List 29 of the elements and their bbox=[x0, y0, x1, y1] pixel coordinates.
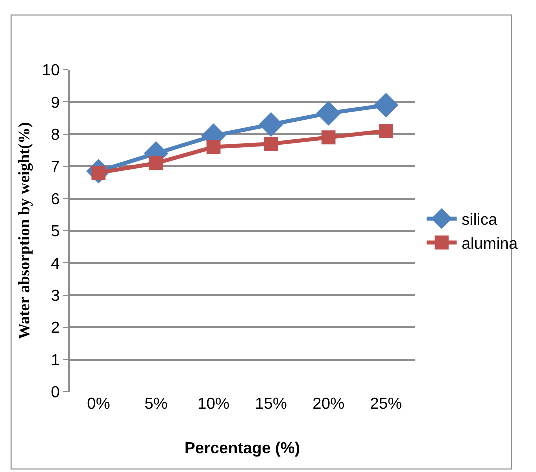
point bbox=[316, 101, 342, 126]
y-tick-label: 4 bbox=[51, 256, 60, 273]
legend-label: alumina bbox=[462, 236, 518, 253]
point bbox=[258, 112, 284, 138]
y-tick-label: 2 bbox=[51, 320, 60, 338]
y-tick-label: 5 bbox=[51, 224, 60, 241]
point bbox=[149, 156, 164, 170]
point bbox=[206, 140, 221, 154]
y-tick-label: 8 bbox=[51, 127, 60, 144]
x-tick-label: 15% bbox=[255, 396, 288, 413]
y-tick-label: 6 bbox=[51, 191, 60, 208]
y-tick-label: 7 bbox=[51, 159, 60, 176]
y-tick-label: 9 bbox=[51, 94, 60, 112]
point bbox=[264, 137, 278, 152]
x-tick-label: 5% bbox=[144, 396, 168, 413]
point bbox=[374, 93, 399, 118]
legend-label: silica bbox=[462, 212, 498, 230]
y-tick-label: 0 bbox=[51, 384, 60, 402]
x-axis-title: Percentage (%) bbox=[184, 440, 300, 458]
x-tick-label: 20% bbox=[312, 396, 345, 413]
point bbox=[322, 130, 336, 145]
y-tick-label: 1 bbox=[51, 352, 60, 370]
x-tick-label: 0% bbox=[87, 396, 110, 413]
point bbox=[379, 124, 394, 138]
y-tick-label: 10 bbox=[42, 62, 60, 80]
y-tick-label: 3 bbox=[51, 288, 60, 305]
x-tick-label: 25% bbox=[370, 396, 402, 413]
y-axis-title: Water absorption by weight(%) bbox=[16, 122, 34, 340]
x-tick-label: 10% bbox=[198, 396, 230, 413]
